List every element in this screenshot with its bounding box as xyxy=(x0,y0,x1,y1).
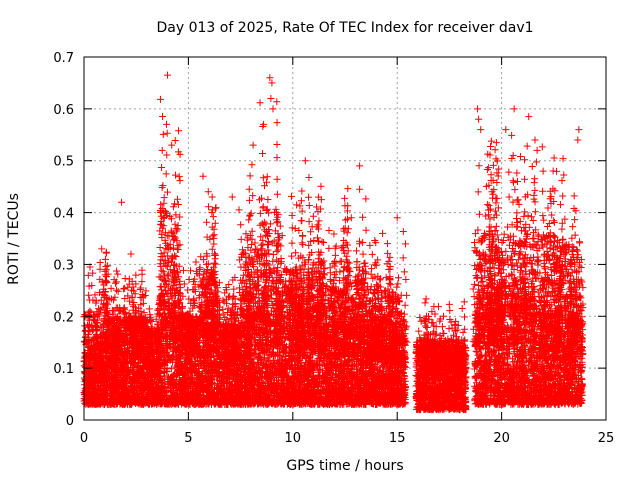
data-point xyxy=(108,285,115,292)
data-point xyxy=(175,127,182,134)
data-point xyxy=(159,147,166,154)
data-point xyxy=(102,256,109,263)
data-point xyxy=(162,208,169,215)
data-point xyxy=(85,292,92,299)
data-point xyxy=(114,271,121,278)
data-point xyxy=(190,295,197,302)
data-point xyxy=(212,252,219,259)
data-point xyxy=(161,249,168,256)
data-point xyxy=(121,285,128,292)
chart-title: Day 013 of 2025, Rate Of TEC Index for r… xyxy=(156,20,533,36)
data-point xyxy=(164,189,171,196)
data-point xyxy=(157,201,164,208)
data-point xyxy=(103,266,110,273)
data-point xyxy=(172,137,179,144)
data-point xyxy=(176,173,183,180)
data-point xyxy=(230,286,237,293)
data-point xyxy=(159,113,166,120)
data-point xyxy=(210,213,217,220)
data-point xyxy=(211,231,218,238)
data-point xyxy=(192,259,199,266)
data-point xyxy=(203,219,210,226)
data-point xyxy=(113,267,120,274)
data-point xyxy=(113,287,120,294)
data-point xyxy=(138,278,145,285)
data-point xyxy=(157,96,164,103)
data-point xyxy=(164,130,171,137)
data-point xyxy=(86,308,93,315)
data-point xyxy=(176,177,183,184)
data-point xyxy=(209,194,216,201)
data-point xyxy=(210,240,217,247)
data-point xyxy=(103,250,110,257)
data-point xyxy=(157,244,164,251)
data-point xyxy=(158,164,165,171)
data-point xyxy=(205,203,212,210)
data-point xyxy=(112,280,119,287)
data-point xyxy=(163,151,170,158)
data-points xyxy=(81,72,587,413)
data-point xyxy=(160,200,167,207)
data-point xyxy=(205,188,212,195)
data-point xyxy=(139,267,146,274)
data-point xyxy=(205,260,212,267)
data-point xyxy=(184,286,191,293)
data-point xyxy=(211,260,218,267)
data-point xyxy=(172,172,179,179)
data-point xyxy=(212,220,219,227)
data-point xyxy=(97,259,104,266)
data-point xyxy=(86,296,93,303)
data-point xyxy=(132,272,139,279)
data-point xyxy=(146,305,153,312)
data-point xyxy=(163,170,170,177)
data-point xyxy=(160,131,167,138)
